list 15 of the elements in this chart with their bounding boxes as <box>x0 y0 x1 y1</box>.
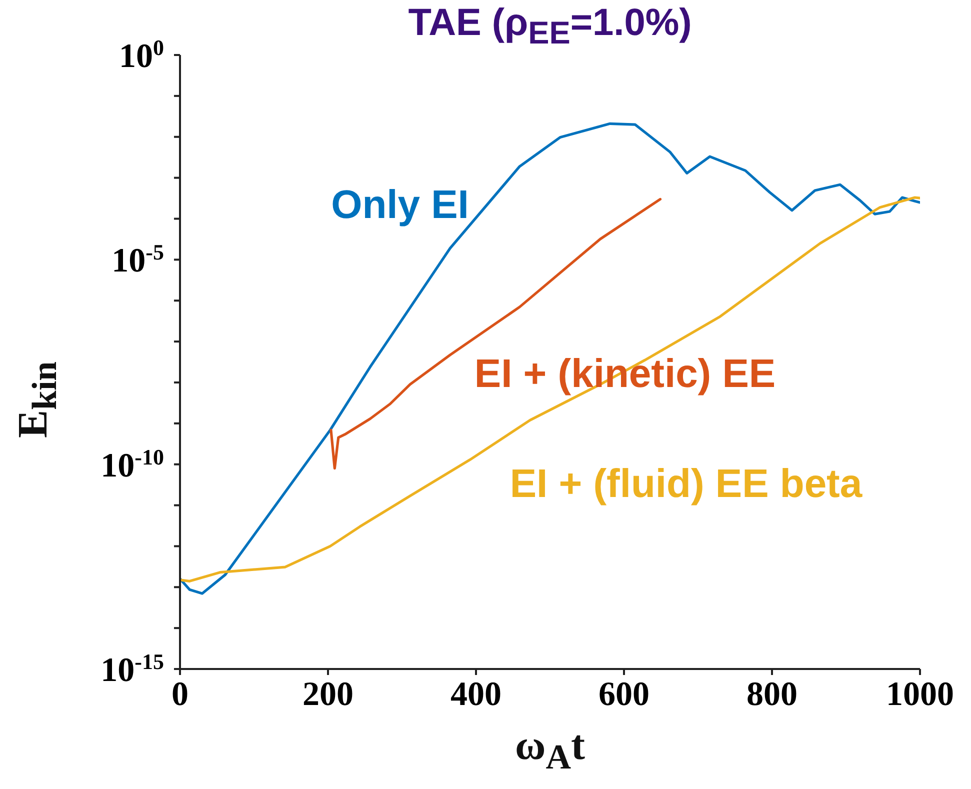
x-tick-label: 800 <box>746 676 798 713</box>
chart-title: TAE (ρ$_{EE}$=1.0%) <box>407 2 693 52</box>
series-label: Only EI <box>330 182 470 229</box>
x-tick-label: 1000 <box>886 676 954 713</box>
y-tick-label: 10$^{-15}$ <box>100 648 164 689</box>
x-tick-label: 200 <box>302 676 354 713</box>
line-series <box>180 122 920 595</box>
series-label: EI + (fluid) EE beta <box>508 461 864 508</box>
y-tick-label: 10$^{-5}$ <box>112 239 164 280</box>
x-tick-label: 400 <box>450 676 502 713</box>
y-tick-label: 10$^{0}$ <box>119 34 164 75</box>
x-axis-title: ω$_{A}$t <box>514 722 586 778</box>
x-tick-label: 0 <box>172 676 188 713</box>
x-tick-label: 600 <box>598 676 650 713</box>
y-tick-label: 10$^{-10}$ <box>100 444 164 484</box>
